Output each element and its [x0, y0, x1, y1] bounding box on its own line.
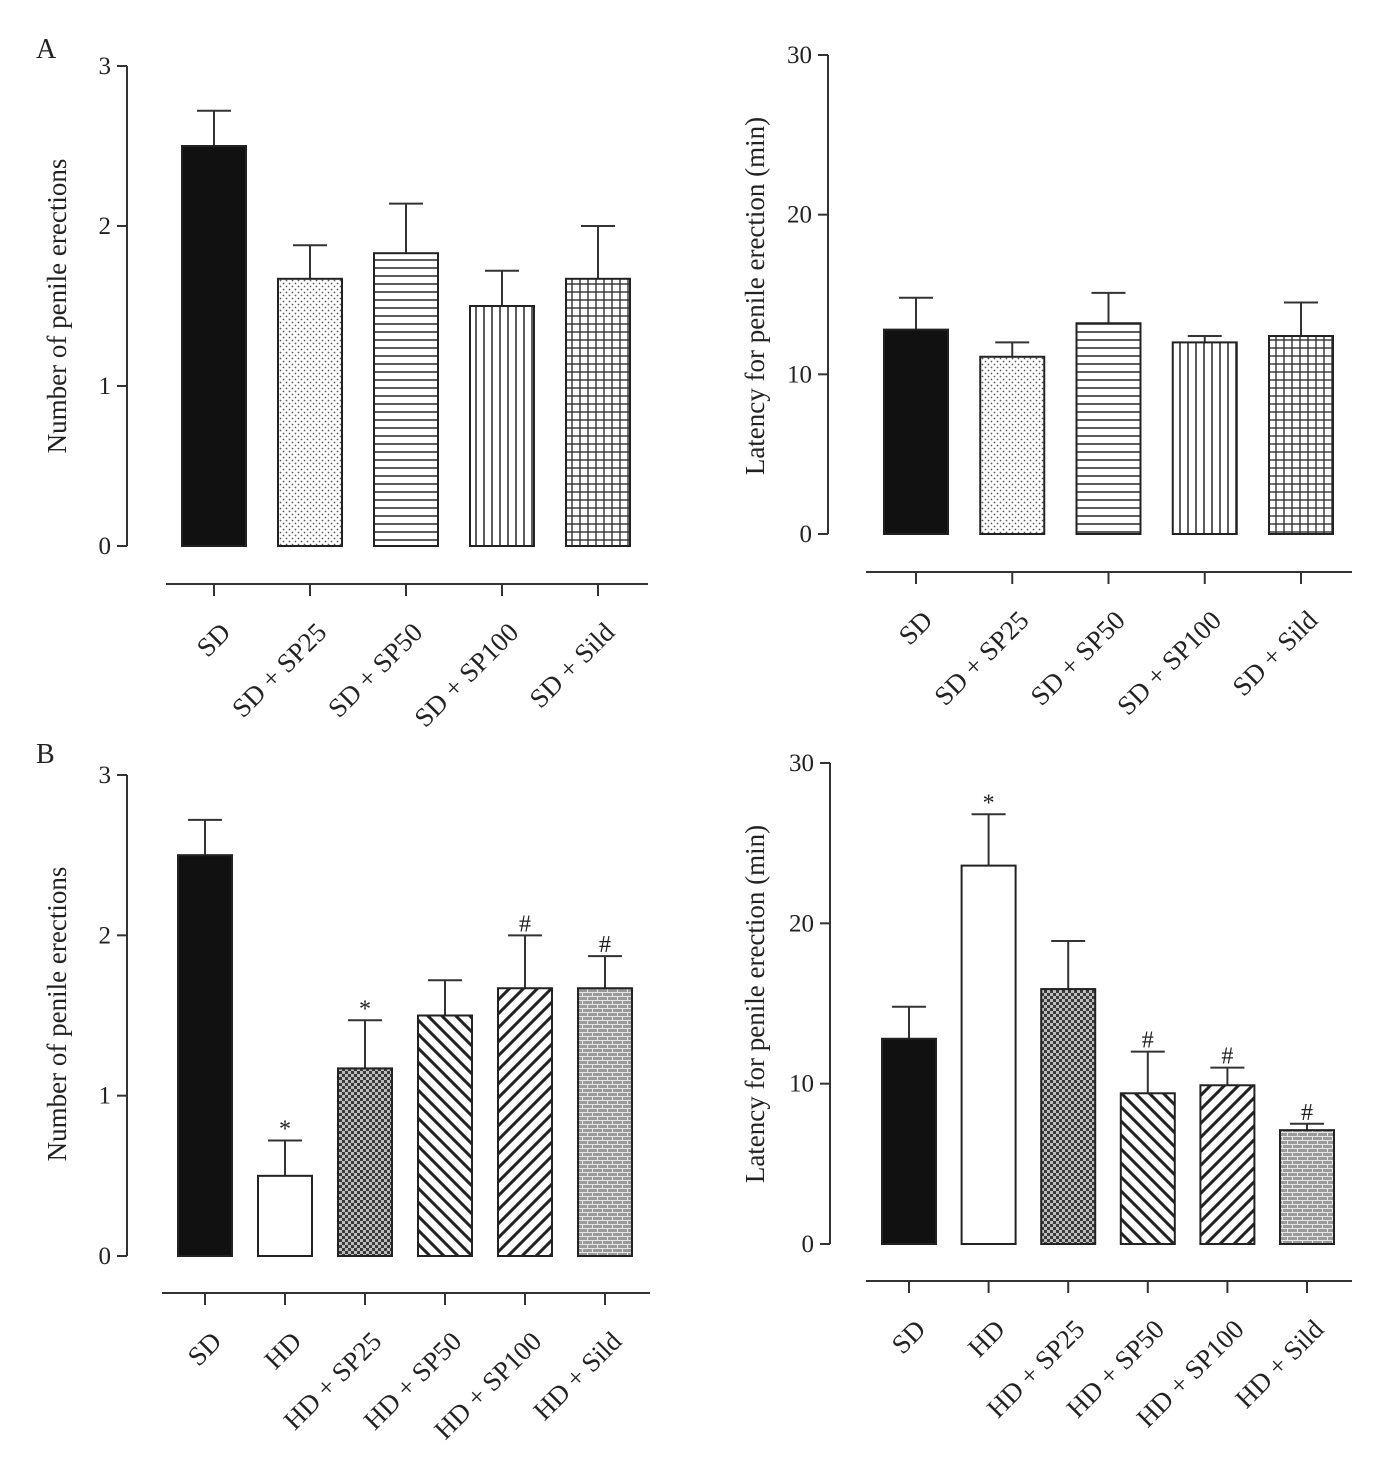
bar-sd — [881, 1037, 937, 1245]
y-tick-label: 3 — [99, 762, 112, 789]
x-category-label: HD + Sild — [1229, 1314, 1329, 1414]
y-tick-label: 2 — [99, 922, 112, 949]
x-category-label: SD — [886, 1314, 932, 1360]
x-category-label: SD + SP25 — [226, 617, 332, 723]
x-category-label: SD + Sild — [524, 617, 621, 714]
y-tick-label: 0 — [802, 1231, 815, 1258]
x-category-label: HD — [258, 1326, 307, 1375]
y-axis-title: Latency for penile erection (min) — [740, 117, 770, 475]
chart-b-latency: 0 10 20 30 Latency for penile erection (min)… — [740, 750, 1352, 1433]
panel-label-a: A — [36, 34, 57, 65]
y-tick-label: 1 — [99, 1083, 112, 1110]
bar-sd — [177, 854, 233, 1258]
y-axis-title: Number of penile erections — [42, 159, 72, 454]
y-axis-title: Number of penile erections — [42, 867, 72, 1162]
y-tick-label: 10 — [789, 1071, 814, 1098]
x-category-label: HD + Sild — [527, 1326, 627, 1426]
panel-label-b: B — [36, 739, 55, 770]
y-tick-label: 0 — [99, 533, 112, 560]
y-tick-label: 0 — [99, 1243, 112, 1270]
y-tick-label: 0 — [800, 521, 813, 548]
bar-sd-plus-sild — [1268, 335, 1334, 535]
bar-sd-plus-sp25 — [979, 355, 1046, 535]
y-tick-label: 30 — [789, 750, 814, 777]
y-axis-title: Latency for penile erection (min) — [740, 825, 770, 1183]
x-category-label: SD + Sild — [1227, 605, 1324, 702]
bar-hd-plus-sp100 — [497, 987, 553, 1257]
significance-mark: * — [983, 790, 995, 816]
y-tick-label: 20 — [787, 202, 812, 229]
significance-mark: # — [599, 932, 611, 958]
bar-sd-plus-sp50 — [1075, 322, 1142, 535]
bar-hd-plus-sild — [577, 987, 633, 1257]
x-category-label: SD + SP100 — [1111, 605, 1227, 721]
y-tick-label: 20 — [789, 910, 814, 937]
bar-hd-plus-sp25 — [337, 1067, 393, 1258]
bar-sd-plus-sp25 — [277, 277, 343, 547]
significance-mark: # — [519, 911, 531, 937]
x-category-label: SD + SP100 — [408, 617, 524, 733]
significance-mark: * — [279, 1117, 291, 1143]
bar-hd-plus-sp25 — [1040, 988, 1097, 1245]
chart-a-latency: 0 10 20 30 Latency for penile erection (min)… — [740, 42, 1352, 721]
y-tick-label: 10 — [787, 361, 812, 388]
bar-hd — [257, 1174, 313, 1258]
x-category-label: SD + SP25 — [928, 605, 1034, 711]
bar-hd-plus-sp50 — [417, 1014, 473, 1257]
significance-mark: # — [1221, 1044, 1233, 1070]
x-category-label: SD — [191, 617, 237, 663]
bar-sd-plus-sp100 — [469, 305, 535, 547]
significance-mark: # — [1142, 1028, 1154, 1054]
bar-sd-plus-sp50 — [373, 252, 439, 547]
significance-mark: * — [359, 996, 371, 1022]
x-category-label: SD — [182, 1326, 228, 1372]
y-tick-label: 30 — [787, 42, 812, 69]
bar-hd-plus-sild — [1279, 1129, 1335, 1245]
y-tick-label: 3 — [99, 53, 112, 80]
chart-b-number-of-erections: 0 1 2 3 Number of penile erections SD * HD * HD +… — [42, 762, 650, 1445]
bar-hd-plus-sp50 — [1119, 1092, 1176, 1245]
y-tick-label: 2 — [99, 213, 112, 240]
bar-sd — [181, 145, 247, 547]
bar-hd-plus-sp100 — [1199, 1084, 1256, 1246]
x-category-label: HD — [962, 1314, 1011, 1363]
significance-mark: # — [1301, 1100, 1313, 1126]
bar-sd-plus-sild — [565, 277, 631, 547]
y-tick-label: 1 — [99, 373, 112, 400]
bar-hd — [960, 864, 1017, 1245]
x-category-label: SD — [893, 605, 939, 651]
bar-sd — [883, 328, 949, 536]
bar-sd-plus-sp100 — [1171, 341, 1238, 535]
